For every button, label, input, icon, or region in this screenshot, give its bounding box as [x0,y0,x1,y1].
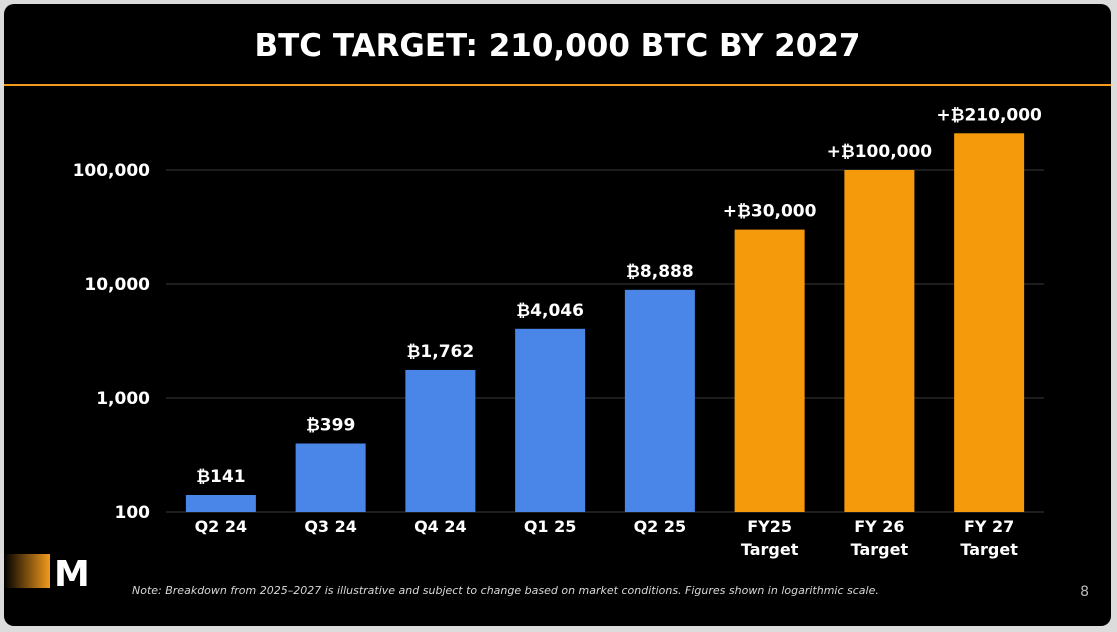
bar-chart: 100 1,000 10,000 100,000 ₿141 ₿399 ₿1,762 ₿4,0… [73,105,1044,559]
page-title: BTC TARGET: 210,000 BTC BY 2027 [254,28,861,64]
logo-letter: M [54,554,90,592]
value-label: ₿4,046 [516,301,584,321]
value-label: +₿100,000 [827,142,933,162]
x-axis-labels: Q2 24 Q3 24 Q4 24 Q1 25 Q2 25 FY25 Target FY 26… [195,517,1019,559]
bar-actual [185,494,256,512]
bar-actual [405,369,476,512]
value-label: +₿30,000 [723,202,817,222]
x-tick-label: Target [741,540,799,559]
x-tick-label: Target [960,540,1018,559]
value-label: ₿399 [306,415,355,435]
slide: BTC TARGET: 210,000 BTC BY 2027 100 1,000… [4,4,1111,626]
company-logo: M [4,554,90,592]
y-tick-label: 10,000 [84,275,150,295]
y-axis-tick-labels: 100 1,000 10,000 100,000 [73,161,151,523]
x-tick-label: Q1 25 [524,517,577,536]
bar-actual [624,289,695,512]
page-number: 8 [1080,584,1089,600]
x-tick-label: Q2 24 [195,517,248,536]
bar-actual [515,328,586,512]
x-tick-label: Q2 25 [634,517,687,536]
value-label: +₿210,000 [936,105,1042,125]
x-tick-label: FY25 [747,517,792,536]
logo-gradient-bar [4,554,50,588]
title-divider [4,84,1111,86]
bar-actual [295,443,366,512]
y-tick-label: 100,000 [73,161,151,181]
value-label: ₿1,762 [407,342,475,362]
x-tick-label: FY 26 [854,517,904,536]
y-tick-label: 1,000 [96,389,150,409]
x-tick-label: Q3 24 [304,517,357,536]
bar-target [734,229,805,513]
y-tick-label: 100 [115,503,151,523]
value-label: ₿141 [196,467,245,487]
footnote: Note: Breakdown from 2025–2027 is illust… [132,584,879,597]
x-tick-label: FY 27 [964,517,1014,536]
value-labels: ₿141 ₿399 ₿1,762 ₿4,046 ₿8,888 +₿30,000 +₿100,… [196,105,1042,487]
x-tick-label: Target [851,540,909,559]
bar-target [954,133,1025,512]
x-tick-label: Q4 24 [414,517,467,536]
value-label: ₿8,888 [626,262,694,282]
bar-target [844,170,915,512]
bars [185,133,1025,513]
